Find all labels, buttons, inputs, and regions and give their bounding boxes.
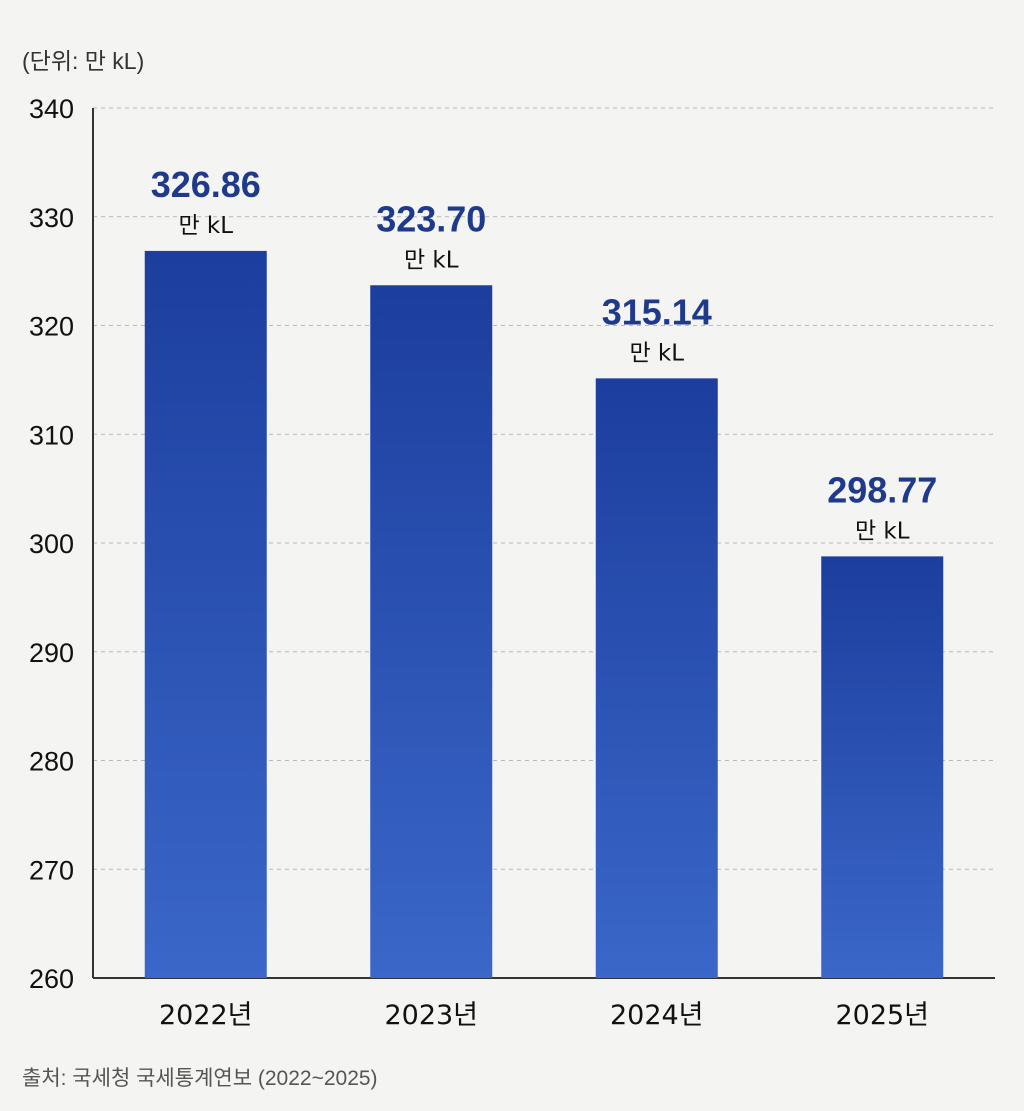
bar-value-label: 323.70 [376,198,486,239]
bar [370,285,493,978]
y-tick-label: 330 [29,203,74,233]
bar-unit-label: 만 kL [404,247,459,273]
bar-unit-label: 만 kL [178,213,233,239]
x-tick-label: 2023년 [384,1000,478,1031]
y-tick-label: 340 [29,94,74,124]
y-tick-label: 290 [29,638,74,668]
bar-value-label: 326.86 [151,164,261,205]
bar-value-label: 298.77 [827,469,937,510]
bar-value-label: 315.14 [602,291,712,332]
y-tick-label: 270 [29,855,74,885]
y-tick-label: 260 [29,964,74,994]
x-tick-label: 2025년 [835,1000,929,1031]
y-tick-label: 300 [29,529,74,559]
unit-label: (단위: 만 kL) [22,48,145,74]
bar-unit-label: 만 kL [855,518,910,544]
x-tick-label: 2024년 [610,1000,704,1031]
y-tick-label: 280 [29,747,74,777]
x-tick-label: 2022년 [159,1000,253,1031]
bar [144,250,267,978]
bar-unit-label: 만 kL [629,340,684,366]
bar [821,556,944,978]
bar [595,378,718,978]
y-tick-label: 310 [29,420,74,450]
source-label: 출처: 국세청 국세통계연보 (2022~2025) [22,1067,378,1090]
y-tick-label: 320 [29,312,74,342]
